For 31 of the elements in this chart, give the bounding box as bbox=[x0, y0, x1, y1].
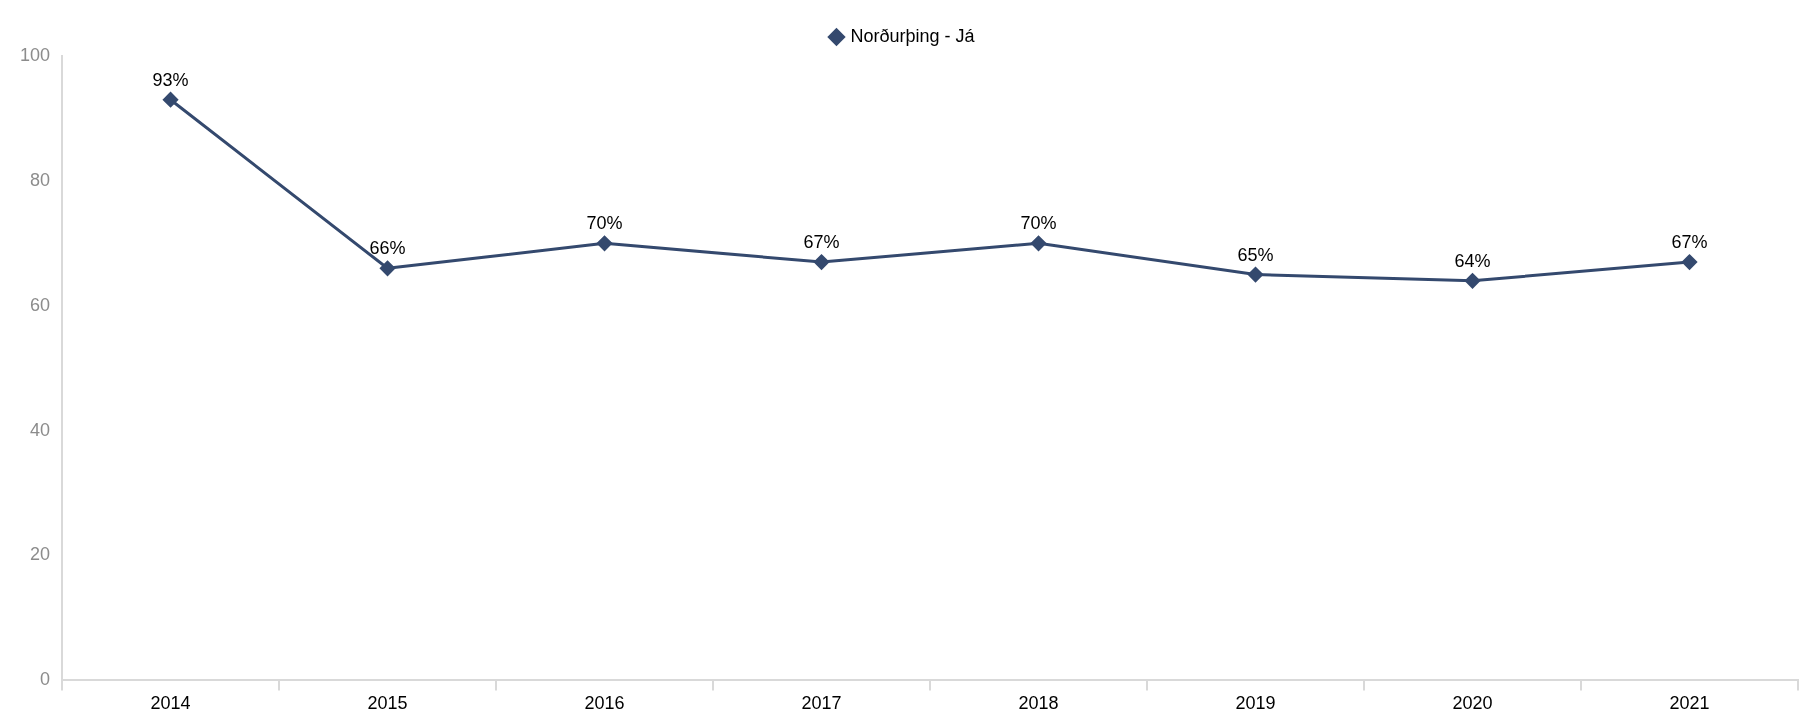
y-tick-label: 0 bbox=[40, 669, 51, 690]
y-tick-label: 100 bbox=[19, 44, 51, 65]
legend-label: Norðurþing - Já bbox=[850, 25, 976, 46]
x-tick-label: 2015 bbox=[367, 693, 408, 714]
data-label: 67% bbox=[1671, 232, 1708, 253]
point bbox=[1031, 235, 1047, 251]
point bbox=[1465, 273, 1481, 289]
x-tick-label: 2014 bbox=[150, 693, 191, 714]
x-tick-label: 2017 bbox=[801, 693, 842, 714]
y-tick-label: 60 bbox=[30, 294, 51, 315]
data-label: 66% bbox=[369, 238, 406, 259]
data-label: 70% bbox=[1020, 213, 1057, 234]
x-tick-label: 2021 bbox=[1669, 693, 1710, 714]
data-label: 67% bbox=[803, 232, 840, 253]
x-tick-label: 2018 bbox=[1018, 693, 1059, 714]
point bbox=[814, 254, 830, 270]
y-tick-label: 80 bbox=[30, 169, 51, 190]
x-tick-label: 2020 bbox=[1452, 693, 1493, 714]
y-tick-label: 40 bbox=[30, 419, 51, 440]
x-tick-label: 2019 bbox=[1235, 693, 1276, 714]
point bbox=[380, 260, 396, 276]
data-label: 70% bbox=[586, 213, 623, 234]
data-label: 64% bbox=[1454, 250, 1491, 271]
point bbox=[597, 235, 613, 251]
x-tick-label: 2016 bbox=[584, 693, 625, 714]
point bbox=[163, 92, 179, 108]
data-label: 65% bbox=[1237, 244, 1274, 265]
point bbox=[1682, 254, 1697, 270]
y-tick-label: 20 bbox=[30, 544, 51, 565]
point bbox=[1248, 267, 1264, 283]
data-label: 93% bbox=[152, 69, 189, 90]
